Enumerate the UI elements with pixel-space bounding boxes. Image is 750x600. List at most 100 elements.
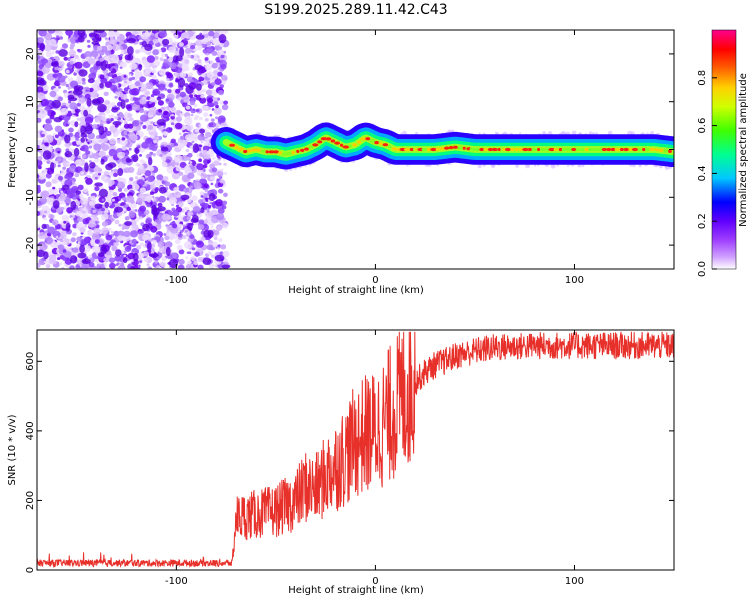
- signal-halo: [556, 164, 559, 167]
- noise-speckle: [152, 74, 157, 80]
- noise-speckle: [152, 221, 157, 226]
- noise-speckle: [204, 118, 209, 122]
- signal-hotspot: [596, 147, 603, 152]
- noise-speckle: [54, 66, 59, 71]
- noise-speckle: [60, 107, 69, 116]
- noise-speckle: [179, 91, 186, 98]
- noise-speckle: [136, 197, 143, 203]
- noise-speckle: [76, 236, 82, 242]
- noise-speckle: [107, 191, 112, 196]
- noise-speckle: [93, 166, 101, 174]
- noise-speckle: [222, 158, 226, 162]
- noise-speckle: [212, 205, 216, 209]
- noise-speckle: [223, 162, 227, 166]
- noise-speckle: [220, 54, 225, 59]
- noise-speckle: [37, 132, 41, 137]
- noise-speckle: [124, 216, 130, 221]
- noise-speckle: [156, 265, 160, 269]
- noise-speckle: [121, 145, 127, 151]
- noise-speckle: [111, 198, 115, 202]
- noise-speckle-dark: [160, 146, 169, 152]
- noise-speckle: [203, 153, 211, 160]
- noise-speckle: [62, 241, 67, 246]
- noise-speckle: [199, 191, 205, 196]
- noise-speckle: [197, 59, 202, 63]
- noise-speckle: [216, 178, 220, 182]
- noise-speckle-dark: [78, 35, 85, 43]
- snr-x-label: Height of straight line (km): [288, 585, 424, 596]
- noise-speckle-dark: [87, 78, 95, 84]
- noise-speckle: [202, 152, 206, 156]
- noise-speckle: [172, 209, 180, 217]
- signal-hotspot: [251, 148, 257, 152]
- noise-speckle: [54, 125, 63, 133]
- noise-speckle: [222, 200, 228, 206]
- noise-speckle: [67, 121, 71, 125]
- noise-speckle-dark: [37, 249, 45, 258]
- noise-speckle-dark: [50, 162, 55, 172]
- noise-speckle: [223, 192, 228, 197]
- noise-speckle: [145, 82, 154, 90]
- signal-halo: [650, 131, 654, 135]
- noise-speckle-dark: [179, 47, 185, 58]
- noise-speckle: [45, 51, 53, 58]
- noise-speckle-dark: [70, 200, 77, 211]
- noise-speckle: [120, 262, 125, 267]
- noise-speckle: [90, 50, 99, 58]
- signal-hotspot: [369, 139, 376, 143]
- noise-speckle: [54, 160, 59, 164]
- noise-speckle-dark: [51, 61, 59, 68]
- noise-speckle: [197, 264, 204, 269]
- noise-speckle: [57, 175, 64, 181]
- noise-speckle: [99, 57, 105, 62]
- noise-speckle: [61, 266, 65, 269]
- noise-speckle: [43, 123, 53, 132]
- noise-speckle: [98, 139, 102, 143]
- noise-speckle: [89, 87, 94, 92]
- noise-speckle-dark: [64, 150, 73, 158]
- snr-y-tick-label: 400: [25, 421, 36, 440]
- noise-speckle: [209, 60, 214, 65]
- noise-speckle: [209, 163, 216, 169]
- noise-speckle-dark: [218, 34, 227, 44]
- noise-speckle: [178, 223, 183, 228]
- noise-speckle: [168, 46, 177, 54]
- noise-speckle: [90, 195, 96, 201]
- noise-speckle: [57, 75, 66, 83]
- noise-speckle: [147, 266, 153, 269]
- noise-speckle: [40, 133, 45, 138]
- noise-speckle: [158, 108, 163, 113]
- noise-speckle: [123, 167, 131, 174]
- noise-speckle: [183, 65, 190, 72]
- noise-speckle: [200, 140, 204, 144]
- noise-speckle: [198, 199, 204, 204]
- signal-hotspot: [558, 147, 563, 152]
- noise-speckle: [147, 175, 155, 183]
- noise-speckle-dark: [81, 258, 91, 265]
- noise-speckle-dark: [98, 125, 105, 136]
- signal-hotspot: [668, 149, 672, 153]
- noise-speckle: [101, 221, 108, 227]
- noise-speckle: [164, 53, 168, 57]
- noise-speckle: [49, 114, 55, 120]
- noise-speckle: [104, 56, 110, 61]
- noise-speckle: [150, 184, 156, 190]
- noise-speckle: [168, 83, 174, 88]
- noise-speckle: [185, 256, 189, 260]
- noise-speckle: [77, 97, 86, 104]
- noise-speckle-dark: [134, 147, 139, 155]
- noise-speckle: [152, 153, 156, 157]
- noise-speckle-dark: [61, 184, 70, 191]
- noise-speckle: [76, 117, 81, 121]
- noise-speckle: [48, 254, 57, 262]
- noise-speckle: [216, 225, 223, 231]
- noise-speckle-dark: [97, 103, 107, 113]
- signal-hotspot: [540, 147, 546, 152]
- noise-speckle: [120, 50, 125, 54]
- noise-speckle: [140, 230, 144, 234]
- noise-speckle: [37, 60, 43, 65]
- noise-speckle: [76, 48, 81, 52]
- noise-speckle: [70, 42, 76, 48]
- noise-speckle: [187, 152, 193, 158]
- noise-speckle-dark: [156, 96, 162, 101]
